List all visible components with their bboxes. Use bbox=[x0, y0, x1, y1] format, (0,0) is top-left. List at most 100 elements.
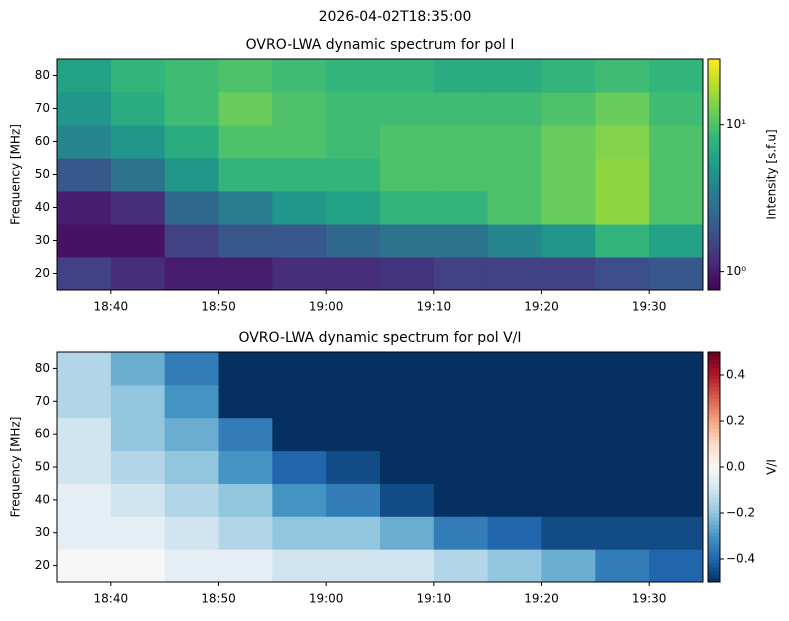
x-tick-label: 18:50 bbox=[201, 592, 236, 606]
heatmap-cell bbox=[541, 257, 596, 290]
colorbar-step bbox=[708, 101, 720, 106]
heatmap-cell bbox=[487, 549, 542, 582]
x-tick-label: 19:20 bbox=[524, 300, 559, 314]
heatmap-cell bbox=[57, 352, 112, 386]
colorbar-step bbox=[708, 186, 720, 191]
heatmap-cell bbox=[272, 516, 327, 550]
heatmap-cell bbox=[487, 384, 542, 419]
x-tick-label: 19:30 bbox=[632, 592, 667, 606]
heatmap-cell bbox=[272, 257, 327, 290]
colorbar-step bbox=[708, 574, 720, 579]
colorbar-step bbox=[708, 386, 720, 391]
heatmap-cell bbox=[164, 224, 219, 258]
heatmap-cell bbox=[649, 352, 703, 386]
heatmap-cell bbox=[272, 92, 327, 126]
colorbar-step bbox=[708, 247, 720, 252]
heatmap-cell bbox=[326, 483, 381, 517]
heatmap-cell bbox=[218, 224, 273, 258]
colorbar-step bbox=[708, 413, 720, 418]
colorbar-step bbox=[708, 278, 720, 283]
colorbar-step bbox=[708, 216, 720, 222]
heatmap-cell bbox=[326, 352, 381, 386]
colorbar-step bbox=[708, 124, 720, 129]
colorbar-step bbox=[708, 159, 720, 164]
heatmap-cell bbox=[110, 92, 166, 126]
colorbar-step bbox=[708, 232, 720, 237]
heatmap-cell bbox=[326, 450, 381, 484]
colorbar-step bbox=[708, 85, 720, 91]
heatmap-cell bbox=[433, 158, 489, 192]
colorbar-step bbox=[708, 166, 720, 172]
heatmap-cell bbox=[541, 417, 596, 452]
heatmap-cell bbox=[487, 352, 542, 386]
colorbar-step bbox=[708, 394, 720, 399]
heatmap-cell bbox=[218, 516, 273, 550]
heatmap-cell bbox=[272, 549, 327, 582]
heatmap-cell bbox=[487, 516, 542, 550]
heatmap-cell bbox=[57, 224, 112, 258]
colorbar-step bbox=[708, 74, 720, 79]
heatmap-cell bbox=[433, 417, 489, 452]
colorbar-step bbox=[708, 436, 720, 441]
y-tick-label: 80 bbox=[35, 68, 50, 82]
colorbar-step bbox=[708, 359, 720, 364]
colorbar-step bbox=[708, 398, 720, 403]
colorbar-step bbox=[708, 209, 720, 214]
heatmap bbox=[57, 352, 703, 582]
heatmap-cell bbox=[649, 125, 703, 159]
x-tick-label: 19:10 bbox=[417, 300, 452, 314]
heatmap-cell bbox=[57, 516, 112, 550]
colorbar-step bbox=[708, 182, 720, 187]
heatmap-cell bbox=[164, 257, 219, 290]
heatmap-cell bbox=[164, 125, 219, 159]
colorbar-tick-label: 0.4 bbox=[726, 368, 745, 382]
heatmap-cell bbox=[164, 549, 219, 582]
heatmap-cell bbox=[487, 483, 542, 517]
heatmap-cell bbox=[218, 352, 273, 386]
heatmap-cell bbox=[326, 158, 381, 192]
heatmap-cell bbox=[326, 191, 381, 225]
figure-title: 2026-04-02T18:35:00 bbox=[319, 9, 472, 25]
heatmap-cell bbox=[649, 450, 703, 484]
colorbar-tick-label: 0.0 bbox=[726, 460, 745, 474]
heatmap-cell bbox=[433, 191, 489, 225]
colorbar-step bbox=[708, 482, 720, 487]
colorbar-step bbox=[708, 470, 720, 476]
heatmap-cell bbox=[218, 125, 273, 159]
heatmap-cell bbox=[487, 92, 542, 126]
y-tick-label: 20 bbox=[35, 558, 50, 572]
colorbar-step bbox=[708, 189, 720, 195]
heatmap-cell bbox=[272, 224, 327, 258]
y-tick-label: 50 bbox=[35, 167, 50, 181]
heatmap-cell bbox=[541, 384, 596, 419]
heatmap-cell bbox=[649, 158, 703, 192]
heatmap-cell bbox=[487, 158, 542, 192]
colorbar-step bbox=[708, 270, 720, 276]
colorbar-step bbox=[708, 239, 720, 245]
heatmap-cell bbox=[110, 59, 166, 93]
colorbar-step bbox=[708, 447, 720, 453]
y-tick-label: 30 bbox=[35, 233, 50, 247]
colorbar-step bbox=[708, 170, 720, 175]
heatmap-cell bbox=[487, 125, 542, 159]
colorbar-tick-label: 10⁰ bbox=[726, 264, 746, 278]
heatmap-cell bbox=[326, 92, 381, 126]
heatmap-cell bbox=[326, 384, 381, 419]
colorbar-step bbox=[708, 136, 720, 141]
y-tick-label: 40 bbox=[35, 492, 50, 506]
colorbar-step bbox=[708, 220, 720, 226]
colorbar-label: Intensity [s.f.u] bbox=[765, 129, 779, 219]
heatmap-cell bbox=[433, 483, 489, 517]
heatmap-cell bbox=[541, 224, 596, 258]
colorbar-step bbox=[708, 459, 720, 464]
heatmap-cell bbox=[380, 125, 435, 159]
heatmap-cell bbox=[595, 125, 650, 159]
heatmap-cell bbox=[433, 224, 489, 258]
colorbar-step bbox=[708, 147, 720, 152]
colorbar-step bbox=[708, 213, 720, 218]
colorbar-step bbox=[708, 551, 720, 556]
colorbar-step bbox=[708, 263, 720, 268]
heatmap-cell bbox=[57, 483, 112, 517]
colorbar-step bbox=[708, 143, 720, 149]
heatmap-cell bbox=[487, 59, 542, 93]
